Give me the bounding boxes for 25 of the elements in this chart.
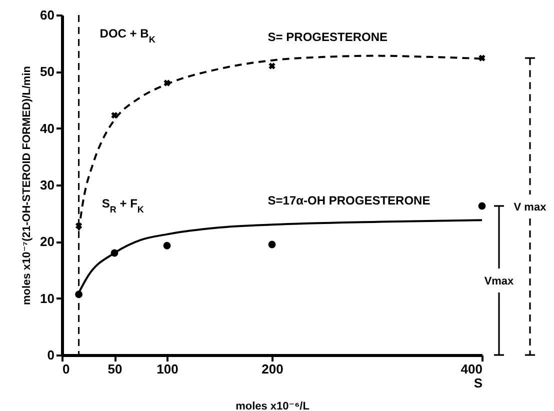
x-axis-title: moles x10⁻⁶/L [236,400,310,411]
annotation: S$_{R}$ + F$_{K}$ [102,196,144,215]
point [268,62,276,70]
point [163,242,171,250]
y-tick-label: 50 [40,64,54,80]
y-tick-label: 40 [40,120,54,136]
x-tick-label: 100 [156,362,178,376]
x-tick-label: 50 [108,362,122,376]
point [111,112,118,119]
y-axis-title: moles x10⁻⁷(21-OH-STEROID FORMED)/L/min [21,66,34,305]
y-tick-label: 30 [40,178,54,192]
annotation: DOC + B$_{K}$ [100,26,156,45]
y-tick-label: 0 [47,348,54,362]
x-tick-label: 200 [262,362,284,376]
annotation: S= PROGESTERONE [268,30,388,44]
y-tick-label: 20 [40,234,54,250]
x-tick-label: 400 S [460,362,483,390]
x-tick-label: 0 [62,362,70,376]
text: V max [514,202,548,214]
y-tick-label: 10 [40,290,54,306]
point [478,202,486,210]
point [268,240,276,248]
y-tick-label: 60 [40,8,54,22]
annotation: S=17α-OH PROGESTERONE [268,193,430,208]
text: Vmax [484,275,515,288]
